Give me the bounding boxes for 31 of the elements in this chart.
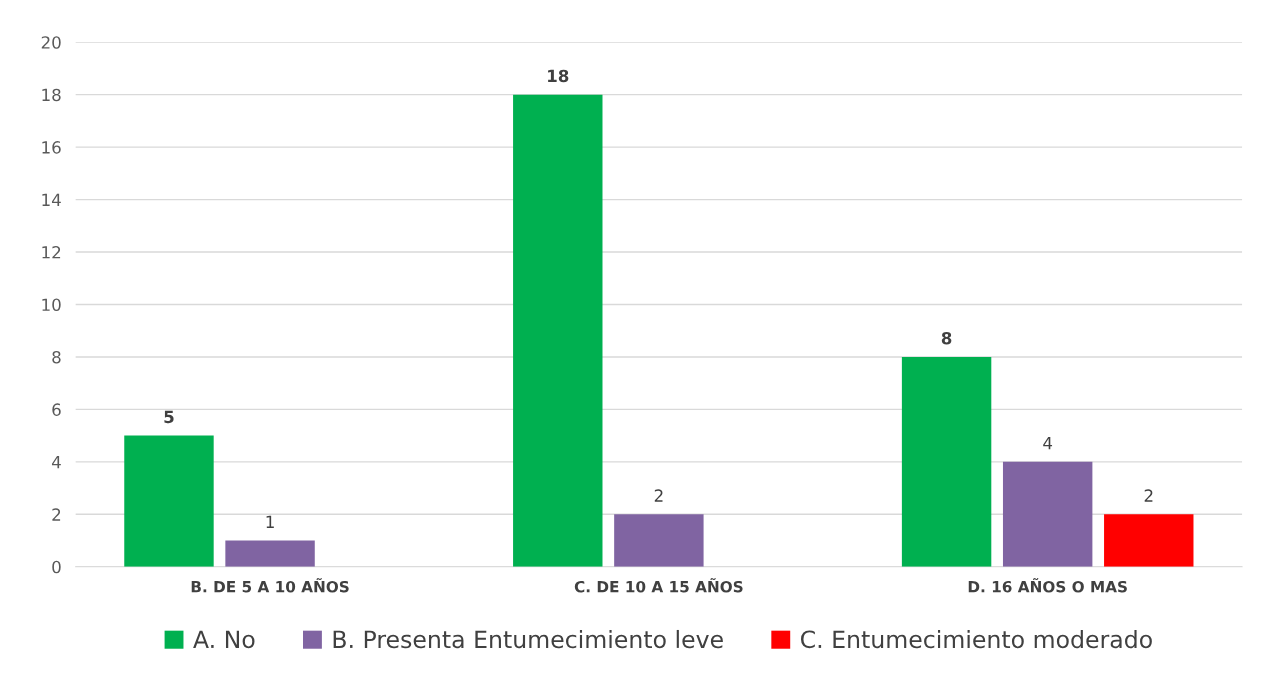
legend-label: C. Entumecimiento moderado (800, 629, 1152, 649)
data-label: 1 (266, 515, 274, 528)
y-tick-label: 0 (52, 560, 61, 574)
bar (614, 514, 704, 567)
data-label: 4 (1043, 437, 1053, 450)
y-tick-label: 14 (42, 193, 61, 206)
bar (1104, 514, 1194, 567)
x-tick-label: D. 16 AÑOS O MAS (968, 578, 1127, 593)
bar (225, 540, 315, 567)
bar (1002, 461, 1093, 567)
data-label: 2 (654, 489, 663, 502)
y-tick-label: 6 (52, 403, 61, 416)
y-tick-label: 10 (42, 298, 61, 312)
legend-label: A. No (193, 630, 255, 649)
y-tick-label: 20 (41, 36, 61, 49)
y-tick-label: 4 (51, 456, 61, 469)
data-label: 18 (548, 69, 569, 83)
x-tick-label: B. DE 5 A 10 AÑOS (191, 578, 349, 593)
y-tick-label: 16 (42, 141, 61, 154)
legend-label: B. Presenta Entumecimiento leve (333, 629, 723, 649)
data-label: 2 (1144, 489, 1153, 502)
data-label: 8 (941, 331, 952, 345)
y-tick-label: 18 (42, 88, 61, 102)
x-tick-label: C. DE 10 A 15 AÑOS (574, 578, 743, 593)
bar (901, 356, 992, 567)
bar (124, 435, 214, 567)
data-label: 5 (164, 410, 174, 424)
y-tick-label: 8 (52, 350, 61, 364)
bar (513, 94, 603, 567)
y-tick-label: 12 (42, 245, 61, 259)
y-tick-label: 2 (52, 508, 61, 521)
